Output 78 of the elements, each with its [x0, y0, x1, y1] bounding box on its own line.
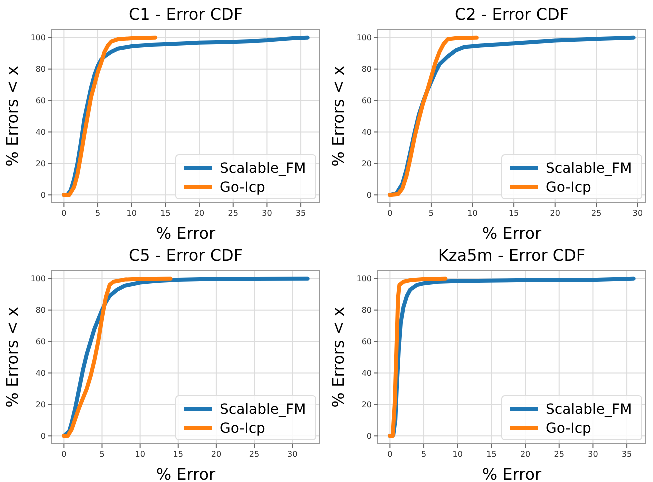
x-tick-label: 10 [135, 450, 146, 459]
x-axis-title: % Error [482, 224, 542, 243]
legend-label: Scalable_FM [546, 402, 632, 418]
chart-title: C2 - Error CDF [454, 5, 570, 24]
x-axis-title: % Error [482, 465, 542, 482]
y-tick-label: 60 [362, 338, 372, 347]
y-tick-label: 0 [366, 190, 372, 200]
x-tick-label: 25 [249, 450, 260, 459]
y-tick-label: 100 [356, 34, 372, 43]
x-tick-label: 30 [588, 450, 598, 459]
x-tick-label: 0 [388, 209, 393, 218]
x-tick-label: 5 [100, 450, 105, 459]
y-axis-title: % Errors < x [3, 66, 22, 167]
legend-label: Go-Icp [220, 180, 266, 196]
y-axis-title: % Errors < x [329, 66, 348, 167]
x-axis-title: % Error [156, 224, 216, 243]
legend-label: Scalable_FM [546, 160, 632, 177]
y-tick-label: 80 [36, 306, 46, 316]
legend-label: Go-Icp [220, 420, 266, 437]
x-tick-label: 0 [62, 450, 67, 459]
y-tick-label: 40 [36, 128, 46, 138]
y-tick-label: 40 [362, 128, 372, 138]
x-tick-label: 0 [62, 209, 67, 218]
x-tick-label: 5 [428, 209, 434, 218]
x-tick-label: 10 [126, 209, 137, 218]
x-tick-label: 5 [421, 450, 427, 459]
x-tick-label: 20 [211, 450, 222, 459]
chart-title: Kza5m - Error CDF [438, 246, 586, 265]
legend-label: Scalable_FM [220, 160, 306, 177]
y-tick-label: 100 [356, 274, 372, 284]
x-tick-label: 30 [632, 209, 644, 218]
x-tick-label: 35 [296, 209, 306, 218]
x-tick-label: 15 [486, 450, 497, 459]
y-axis-title: % Errors < x [3, 307, 22, 408]
x-tick-label: 10 [452, 450, 463, 459]
y-tick-label: 80 [36, 65, 46, 74]
y-tick-label: 20 [36, 159, 46, 168]
chart-title: C5 - Error CDF [128, 246, 244, 265]
x-tick-label: 15 [508, 209, 520, 218]
x-tick-label: 35 [622, 450, 632, 459]
line-series [388, 36, 479, 198]
x-tick-label: 10 [468, 209, 478, 218]
x-tick-label: 20 [550, 209, 560, 218]
y-tick-label: 80 [362, 306, 372, 316]
line-series [62, 276, 173, 438]
y-tick-label: 40 [362, 369, 372, 378]
y-tick-label: 0 [40, 190, 46, 200]
x-tick-label: 20 [520, 450, 531, 459]
x-tick-label: 30 [287, 450, 298, 459]
y-tick-label: 60 [36, 338, 46, 347]
legend-label: Go-Icp [546, 420, 592, 437]
y-tick-label: 0 [40, 432, 46, 441]
y-tick-label: 80 [362, 65, 372, 74]
x-tick-label: 30 [262, 209, 272, 218]
y-tick-label: 60 [362, 96, 372, 106]
x-tick-label: 25 [592, 209, 602, 218]
x-tick-label: 15 [173, 450, 184, 459]
y-tick-label: 20 [362, 400, 372, 410]
chart-title: C1 - Error CDF [128, 5, 244, 24]
y-tick-label: 100 [30, 34, 46, 43]
x-tick-label: 15 [160, 209, 171, 218]
y-tick-label: 40 [36, 369, 46, 378]
y-tick-label: 100 [30, 274, 46, 284]
x-tick-label: 20 [194, 209, 205, 218]
y-axis-title: % Errors < x [329, 307, 348, 408]
y-tick-label: 20 [36, 400, 46, 410]
legend-label: Go-Icp [546, 180, 592, 196]
x-tick-label: 0 [388, 450, 393, 459]
y-tick-label: 20 [362, 159, 372, 168]
y-tick-label: 60 [36, 96, 46, 106]
x-tick-label: 25 [554, 450, 564, 459]
y-tick-label: 0 [366, 432, 372, 441]
x-axis-title: % Error [156, 465, 216, 482]
legend-label: Scalable_FM [220, 402, 306, 418]
line-series [62, 36, 158, 198]
line-series [388, 276, 448, 438]
x-tick-label: 5 [95, 209, 101, 218]
x-tick-label: 25 [228, 209, 238, 218]
